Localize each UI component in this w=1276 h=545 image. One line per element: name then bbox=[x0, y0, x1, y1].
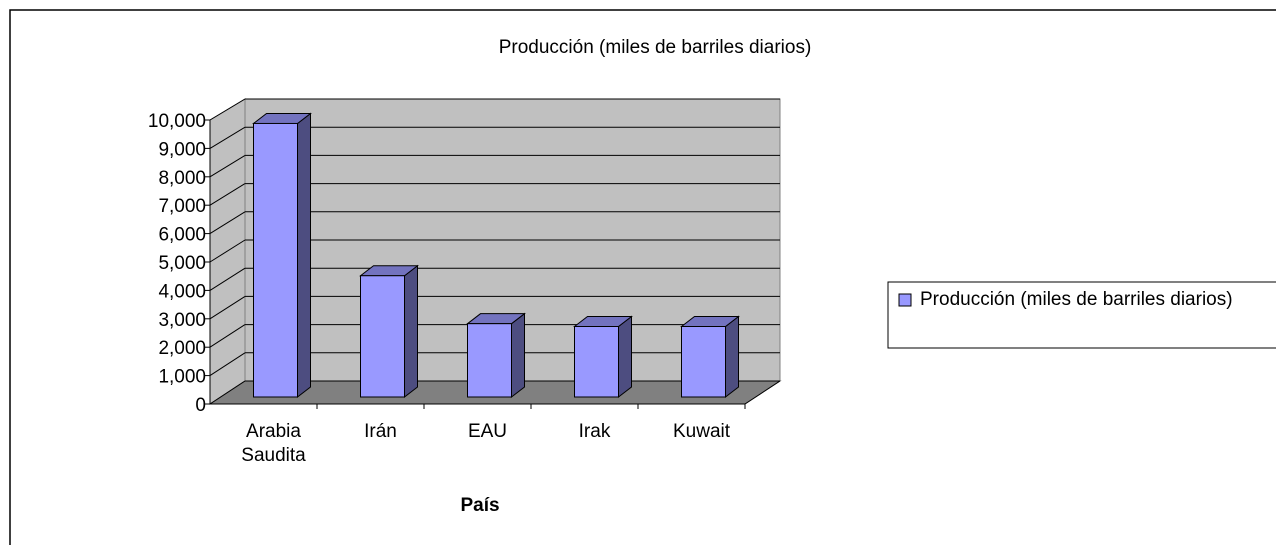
y-tick-label: 8,000 bbox=[158, 168, 206, 189]
legend-label: Producción (miles de barriles diarios) bbox=[920, 289, 1233, 310]
y-tick-label: 3,000 bbox=[158, 310, 206, 331]
grid-line-side bbox=[209, 183, 246, 206]
bar bbox=[360, 275, 405, 398]
x-tick-label: EAU bbox=[467, 421, 508, 442]
bar bbox=[681, 326, 726, 398]
x-tick-label: Arabia Saudita bbox=[241, 421, 306, 466]
y-tick-label: 4,000 bbox=[158, 281, 206, 302]
bar-side bbox=[725, 315, 739, 399]
grid-line-side bbox=[209, 267, 246, 291]
grid-line-side bbox=[209, 126, 246, 149]
grid-line-side bbox=[209, 324, 246, 348]
bar-side bbox=[297, 112, 311, 399]
legend-swatch bbox=[898, 293, 912, 307]
bar-side bbox=[404, 264, 418, 399]
legend-box bbox=[887, 281, 1276, 349]
grid-line-side bbox=[209, 239, 246, 263]
bar bbox=[467, 323, 512, 398]
y-tick-label: 10,000 bbox=[148, 111, 206, 132]
bar bbox=[253, 122, 298, 398]
bar-side bbox=[618, 315, 632, 399]
y-tick-label: 1,000 bbox=[158, 367, 206, 388]
x-tick-label: Irán bbox=[364, 421, 397, 442]
y-tick-label: 5,000 bbox=[158, 253, 206, 274]
bar bbox=[574, 326, 619, 398]
y-tick-label: 2,000 bbox=[158, 338, 206, 359]
x-axis-depth bbox=[744, 380, 781, 405]
grid-line-side bbox=[209, 295, 246, 320]
chart-border bbox=[9, 9, 1276, 545]
grid-line-side bbox=[209, 211, 246, 235]
x-axis-label: País bbox=[460, 495, 500, 516]
y-tick-label: 0 bbox=[195, 395, 206, 416]
y-tick-label: 7,000 bbox=[158, 196, 206, 217]
grid-line-side bbox=[209, 98, 246, 121]
grid-line-side bbox=[209, 154, 246, 178]
y-tick-label: 6,000 bbox=[158, 225, 206, 246]
x-tick-label: Irak bbox=[578, 421, 611, 442]
chart-title: Producción (miles de barriles diarios) bbox=[498, 37, 812, 58]
x-tick-label: Kuwait bbox=[672, 421, 731, 442]
y-tick-label: 9,000 bbox=[158, 139, 206, 160]
grid-line-side bbox=[209, 380, 246, 405]
grid-line-side bbox=[209, 352, 246, 377]
bar-side bbox=[511, 312, 525, 399]
